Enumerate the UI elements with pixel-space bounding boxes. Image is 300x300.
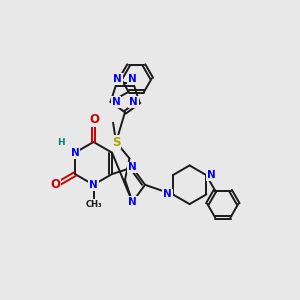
Text: N: N xyxy=(89,180,98,190)
Text: CH₃: CH₃ xyxy=(85,200,102,208)
Text: N: N xyxy=(207,170,216,180)
Text: O: O xyxy=(89,112,99,126)
Text: O: O xyxy=(50,178,61,191)
Text: N: N xyxy=(129,97,138,107)
Text: S: S xyxy=(112,136,120,148)
Text: N: N xyxy=(113,74,122,84)
Text: N: N xyxy=(128,197,137,207)
Text: N: N xyxy=(163,189,172,200)
Text: N: N xyxy=(112,97,120,107)
Text: N: N xyxy=(128,163,137,172)
Text: N: N xyxy=(70,148,80,158)
Text: H: H xyxy=(58,138,65,147)
Text: N: N xyxy=(128,74,137,84)
